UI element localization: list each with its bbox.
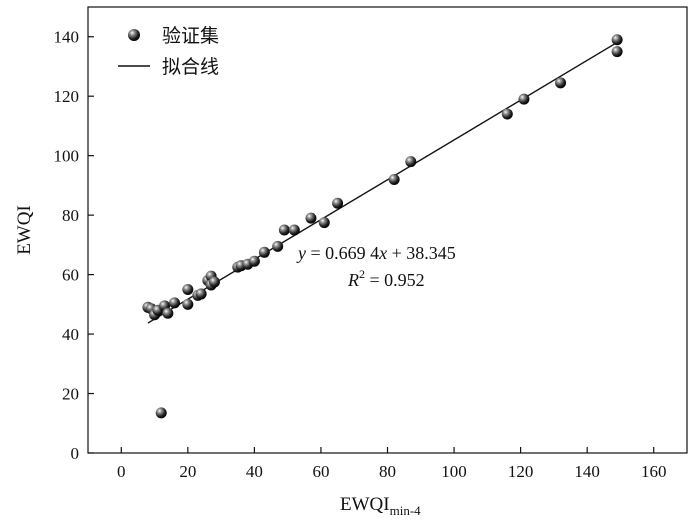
data-point xyxy=(248,255,260,267)
data-point xyxy=(208,276,220,288)
legend: 验证集 拟合线 xyxy=(118,25,219,78)
data-point xyxy=(318,217,330,229)
x-axis-ticks: 0 20 40 60 80 100 120 140 160 xyxy=(117,447,666,481)
x-axis-title-sub: min-4 xyxy=(390,503,422,518)
fit-line xyxy=(147,41,618,324)
data-point xyxy=(258,246,270,258)
r2-exponent: 2 xyxy=(359,267,365,281)
y-tick-label: 80 xyxy=(62,206,79,225)
data-point xyxy=(162,307,174,319)
r-squared: R2 = 0.952 xyxy=(347,267,425,290)
data-point xyxy=(305,212,317,224)
y-axis-title: EWQI xyxy=(14,205,35,255)
data-point xyxy=(611,46,623,58)
x-tick-label: 160 xyxy=(641,462,667,481)
data-point xyxy=(332,197,344,209)
equation-suffix: + 38.345 xyxy=(387,243,456,263)
x-tick-label: 80 xyxy=(379,462,396,481)
data-point xyxy=(182,298,194,310)
data-point xyxy=(501,108,513,120)
data-point xyxy=(182,283,194,295)
data-point xyxy=(611,34,623,46)
points-layer xyxy=(142,34,623,419)
equation-x: x xyxy=(378,243,387,263)
x-axis-title: EWQImin-4 xyxy=(340,494,421,518)
data-point xyxy=(195,288,207,300)
r2-label: R xyxy=(347,270,359,290)
regression-equation: y = 0.669 4x + 38.345 xyxy=(296,243,456,263)
data-point xyxy=(169,297,181,309)
data-point xyxy=(155,407,167,419)
x-tick-label: 20 xyxy=(179,462,196,481)
data-point xyxy=(278,224,290,236)
r2-value: = 0.952 xyxy=(365,270,425,290)
y-tick-label: 20 xyxy=(62,385,79,404)
y-tick-label: 40 xyxy=(62,325,79,344)
x-axis-title-main: EWQI xyxy=(340,494,390,515)
fit-line-layer xyxy=(147,41,618,324)
legend-label-line: 拟合线 xyxy=(162,56,219,78)
x-tick-label: 100 xyxy=(441,462,467,481)
data-point xyxy=(555,77,567,89)
y-tick-label: 120 xyxy=(54,87,80,106)
data-point xyxy=(272,240,284,252)
equation-y: y xyxy=(296,243,306,263)
x-tick-label: 0 xyxy=(117,462,126,481)
y-tick-label: 100 xyxy=(54,147,80,166)
y-tick-label: 140 xyxy=(54,28,80,47)
x-tick-label: 60 xyxy=(312,462,329,481)
equation-mid: = 0.669 4 xyxy=(306,243,379,263)
legend-label-points: 验证集 xyxy=(162,25,219,47)
data-point xyxy=(288,224,300,236)
data-point xyxy=(518,93,530,105)
y-tick-label: 60 xyxy=(62,266,79,285)
y-axis-ticks: 0 20 40 60 80 100 120 140 xyxy=(54,28,94,463)
legend-marker-points xyxy=(128,29,140,41)
x-tick-label: 120 xyxy=(508,462,534,481)
data-point xyxy=(388,173,400,185)
x-tick-label: 40 xyxy=(246,462,263,481)
y-tick-label: 0 xyxy=(71,444,80,463)
x-tick-label: 140 xyxy=(574,462,600,481)
data-point xyxy=(405,156,417,168)
